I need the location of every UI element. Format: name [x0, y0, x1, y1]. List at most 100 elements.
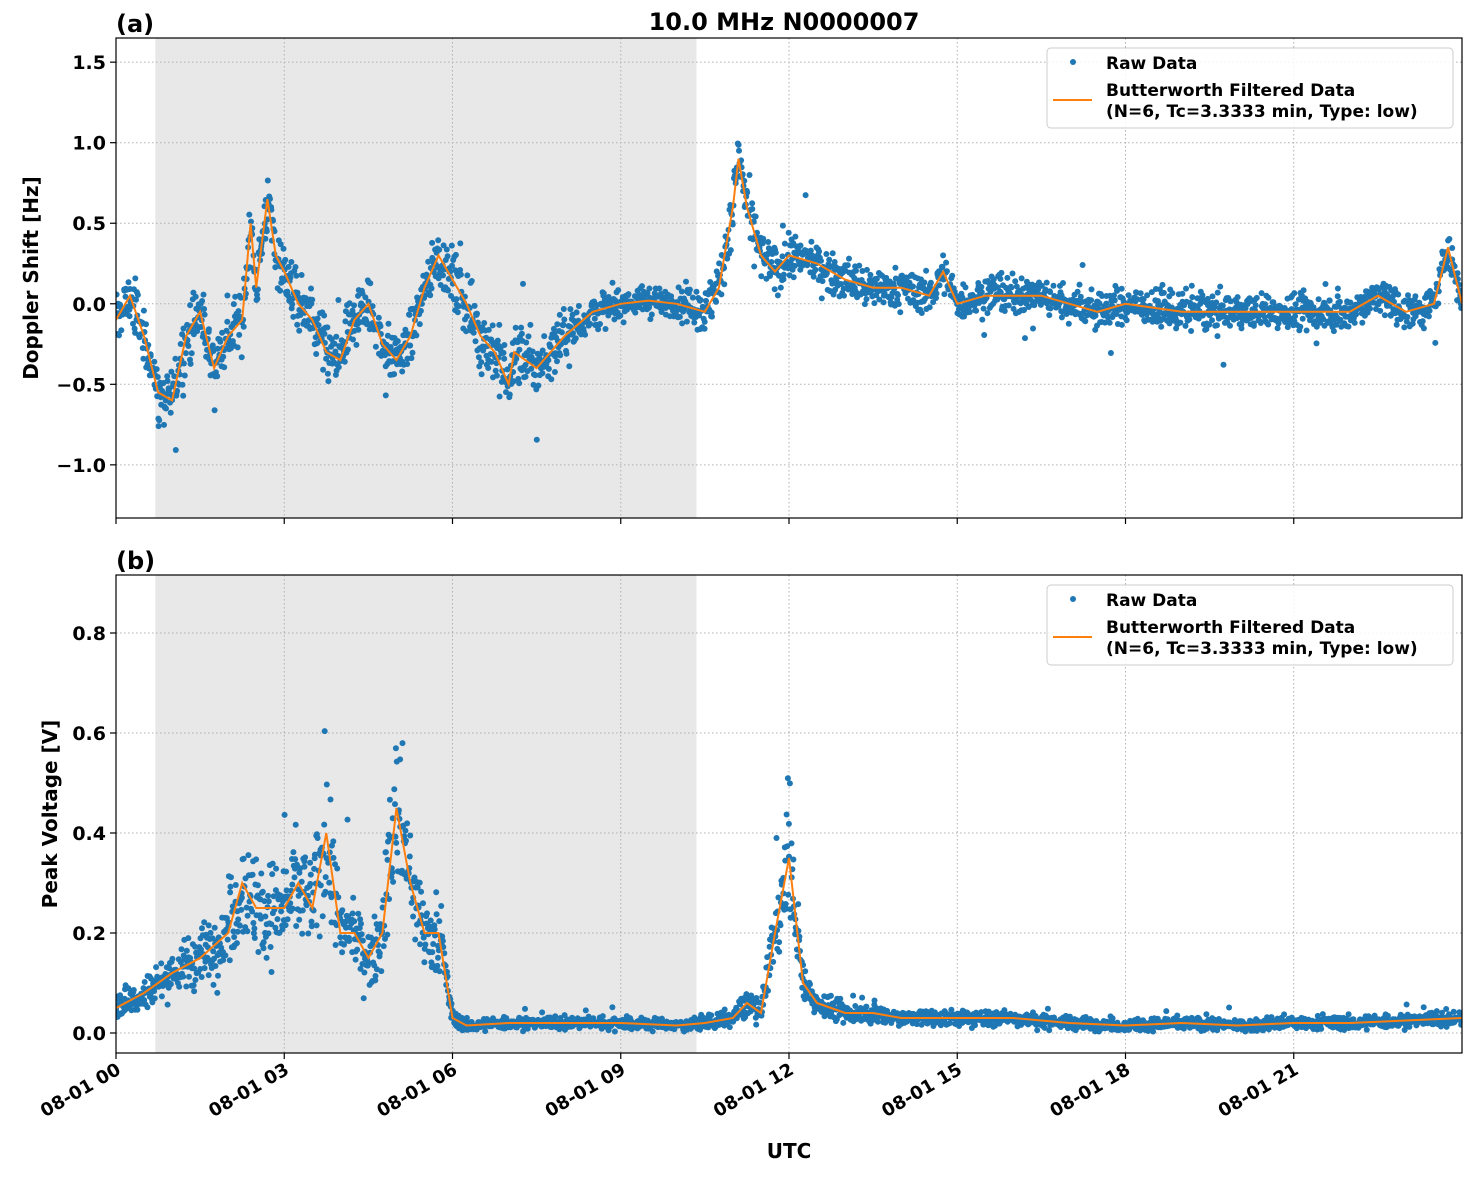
raw-data-point — [523, 340, 529, 346]
raw-data-point — [313, 351, 319, 357]
raw-data-point — [234, 940, 240, 946]
raw-data-point — [333, 942, 339, 948]
raw-data-point — [395, 338, 401, 344]
raw-data-point — [481, 320, 487, 326]
raw-data-point — [1046, 312, 1052, 318]
y-tick-label: 1.0 — [72, 133, 106, 155]
raw-data-point — [1253, 302, 1259, 308]
raw-data-point — [597, 321, 603, 327]
raw-data-point — [520, 281, 526, 287]
raw-data-point — [127, 313, 133, 319]
raw-data-point — [153, 964, 159, 970]
raw-data-point — [507, 392, 513, 398]
raw-data-point — [245, 913, 251, 919]
raw-data-point — [159, 993, 165, 999]
raw-data-point — [546, 366, 552, 372]
raw-data-point — [561, 306, 567, 312]
raw-data-point — [1420, 318, 1426, 324]
raw-data-point — [1458, 305, 1464, 311]
raw-data-point — [206, 922, 212, 928]
raw-data-point — [798, 243, 804, 249]
raw-data-point — [393, 745, 399, 751]
raw-data-point — [237, 923, 243, 929]
raw-data-point — [727, 1024, 733, 1030]
y-tick-label: 0.0 — [72, 1023, 106, 1045]
raw-data-point — [826, 257, 832, 263]
raw-data-point — [184, 948, 190, 954]
raw-data-point — [246, 212, 252, 218]
raw-data-point — [269, 969, 275, 975]
raw-data-point — [445, 288, 451, 294]
raw-data-point — [191, 988, 197, 994]
raw-data-point — [565, 337, 571, 343]
raw-data-point — [199, 298, 205, 304]
raw-data-point — [856, 263, 862, 269]
raw-data-point — [967, 309, 973, 315]
raw-data-point — [940, 252, 946, 258]
raw-data-point — [1323, 281, 1329, 287]
raw-data-point — [333, 334, 339, 340]
raw-data-point — [217, 339, 223, 345]
raw-data-point — [1022, 335, 1028, 341]
raw-data-point — [187, 302, 193, 308]
raw-data-point — [266, 898, 272, 904]
raw-data-point — [1382, 312, 1388, 318]
raw-data-point — [342, 359, 348, 365]
raw-data-point — [421, 959, 427, 965]
raw-data-point — [438, 903, 444, 909]
raw-data-point — [576, 303, 582, 309]
raw-data-point — [864, 267, 870, 273]
raw-data-point — [400, 740, 406, 746]
raw-data-point — [429, 240, 435, 246]
raw-data-point — [299, 931, 305, 937]
raw-data-point — [299, 272, 305, 278]
raw-data-point — [189, 350, 195, 356]
raw-data-point — [1395, 292, 1401, 298]
raw-data-point — [639, 283, 645, 289]
raw-data-point — [1177, 320, 1183, 326]
raw-data-point — [288, 259, 294, 265]
raw-data-point — [260, 889, 266, 895]
raw-data-point — [1078, 294, 1084, 300]
raw-data-point — [455, 309, 461, 315]
raw-data-point — [165, 1002, 171, 1008]
raw-data-point — [168, 410, 174, 416]
raw-data-point — [721, 281, 727, 287]
raw-data-point — [985, 310, 991, 316]
raw-data-point — [399, 369, 405, 375]
raw-data-point — [433, 889, 439, 895]
raw-data-point — [949, 273, 955, 279]
raw-data-point — [472, 303, 478, 309]
raw-data-point — [283, 922, 289, 928]
raw-data-point — [519, 331, 525, 337]
raw-data-point — [317, 934, 323, 940]
raw-data-point — [178, 341, 184, 347]
raw-data-point — [1346, 324, 1352, 330]
raw-data-point — [1124, 317, 1130, 323]
raw-data-point — [919, 310, 925, 316]
raw-data-point — [1046, 1027, 1052, 1033]
raw-data-point — [235, 344, 241, 350]
raw-data-point — [458, 272, 464, 278]
raw-data-point — [760, 236, 766, 242]
raw-data-point — [776, 949, 782, 955]
raw-data-point — [428, 918, 434, 924]
raw-data-point — [294, 322, 300, 328]
raw-data-point — [1316, 296, 1322, 302]
raw-data-point — [552, 369, 558, 375]
raw-data-point — [1160, 282, 1166, 288]
raw-data-point — [722, 1007, 728, 1013]
raw-data-point — [772, 286, 778, 292]
raw-data-point — [323, 874, 329, 880]
raw-data-point — [224, 293, 230, 299]
raw-data-point — [262, 914, 268, 920]
raw-data-point — [1174, 1013, 1180, 1019]
raw-data-point — [1080, 262, 1086, 268]
raw-data-point — [334, 866, 340, 872]
x-tick-label: 08-01 06 — [374, 1059, 461, 1122]
raw-data-point — [603, 326, 609, 332]
raw-data-point — [384, 932, 390, 938]
raw-data-point — [464, 272, 470, 278]
raw-data-point — [351, 918, 357, 924]
raw-data-point — [837, 996, 843, 1002]
